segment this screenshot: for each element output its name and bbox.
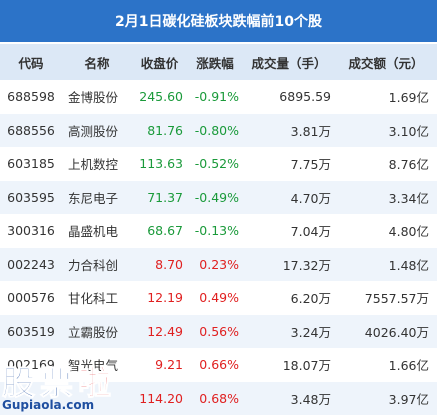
table-title: 2月1日碳化硅板块跌幅前10个股 [0,0,437,42]
cell-volume: 3.24万 [290,324,331,340]
cell-name: 东尼电子 [68,190,119,206]
cell-amount: 4.80亿 [388,224,429,240]
cell-change: 0.68% [199,390,239,406]
cell-volume: 17.32万 [282,257,331,273]
cell-amount: 7557.57万 [364,291,429,307]
cell-change: -0.91% [194,89,239,105]
table-row: 603519 立霸股份 12.49 0.56% 3.24万 4026.40万 [0,314,437,348]
cell-volume: 3.81万 [290,123,331,139]
table-row: 688598 金博股份 245.60 -0.91% 6895.59 1.69亿 [0,80,437,114]
cell-name: 甘化科工 [68,291,119,307]
table-row: 002169 智光电气 9.21 0.66% 18.07万 1.66亿 [0,348,437,382]
cell-volume: 4.70万 [290,190,331,206]
cell-code: 002243 [7,256,55,272]
table-row: 688556 高测股份 81.76 -0.80% 3.81万 3.10亿 [0,113,437,147]
cell-name: 智光电气 [68,358,119,374]
cell-amount: 8.76亿 [388,157,429,173]
column-header-code: 代码 [18,55,44,71]
cell-name: 金博股份 [68,90,119,106]
cell-amount: 3.10亿 [388,123,429,139]
cell-close: 9.21 [155,357,183,373]
cell-amount: 4026.40万 [364,324,429,340]
cell-change: 0.66% [199,357,239,373]
cell-change: 0.49% [199,290,239,306]
cell-code: 000576 [7,290,55,306]
cell-close: 12.49 [147,323,183,339]
table-row: 000576 甘化科工 12.19 0.49% 6.20万 7557.57万 [0,281,437,315]
cell-amount: 1.48亿 [388,257,429,273]
cell-close: 71.37 [147,189,183,205]
cell-amount: 3.34亿 [388,190,429,206]
cell-change: -0.49% [194,189,239,205]
table-body: 688598 金博股份 245.60 -0.91% 6895.59 1.69亿 688556… [0,80,437,415]
cell-code: 603185 [7,156,55,172]
cell-amount: 1.66亿 [388,358,429,374]
cell-close: 12.19 [147,290,183,306]
column-header-name: 名称 [84,55,110,71]
cell-change: -0.52% [194,156,239,172]
cell-close: 8.70 [155,256,183,272]
cell-volume: 6895.59 [279,89,331,105]
cell-name: 晶盛机电 [68,224,119,240]
cell-amount: 3.97亿 [388,391,429,407]
cell-amount: 1.69亿 [388,90,429,106]
column-header-amount: 成交额（元） [348,55,424,71]
cell-code: 002169 [7,357,55,373]
table-row: 603595 东尼电子 71.37 -0.49% 4.70万 3.34亿 [0,180,437,214]
cell-code: 688598 [7,89,55,105]
cell-change: -0.80% [194,122,239,138]
cell-name: 立霸股份 [68,324,119,340]
cell-name: 高测股份 [68,123,119,139]
cell-close: 68.67 [147,223,183,239]
cell-name: 力合科创 [68,257,119,273]
column-header-row: 代码 名称 收盘价 涨跌幅 成交量（手） 成交额（元） [0,44,437,80]
cell-volume: 3.48万 [290,391,331,407]
column-header-change: 涨跌幅 [196,55,234,71]
cell-close: 245.60 [139,89,183,105]
cell-code: 300316 [7,223,55,239]
cell-name [62,382,132,416]
cell-change: 0.56% [199,323,239,339]
table-row: 603185 上机数控 113.63 -0.52% 7.75万 8.76亿 [0,147,437,181]
cell-code: 603595 [7,189,55,205]
cell-volume: 7.04万 [290,224,331,240]
cell-change: -0.13% [194,223,239,239]
table-row: 002243 力合科创 8.70 0.23% 17.32万 1.48亿 [0,247,437,281]
cell-close: 113.63 [139,156,183,172]
cell-close: 114.20 [139,390,183,406]
cell-code [0,382,62,416]
cell-close: 81.76 [147,122,183,138]
column-header-close: 收盘价 [140,55,179,71]
cell-code: 603519 [7,323,55,339]
table-row: 114.20 0.68% 3.48万 3.97亿 [0,381,437,416]
table-row: 300316 晶盛机电 68.67 -0.13% 7.04万 4.80亿 [0,214,437,248]
cell-volume: 7.75万 [290,157,331,173]
cell-change: 0.23% [199,256,239,272]
cell-code: 688556 [7,122,55,138]
cell-volume: 18.07万 [282,358,331,374]
column-header-volume: 成交量（手） [251,55,327,71]
cell-volume: 6.20万 [290,291,331,307]
cell-name: 上机数控 [68,157,119,173]
